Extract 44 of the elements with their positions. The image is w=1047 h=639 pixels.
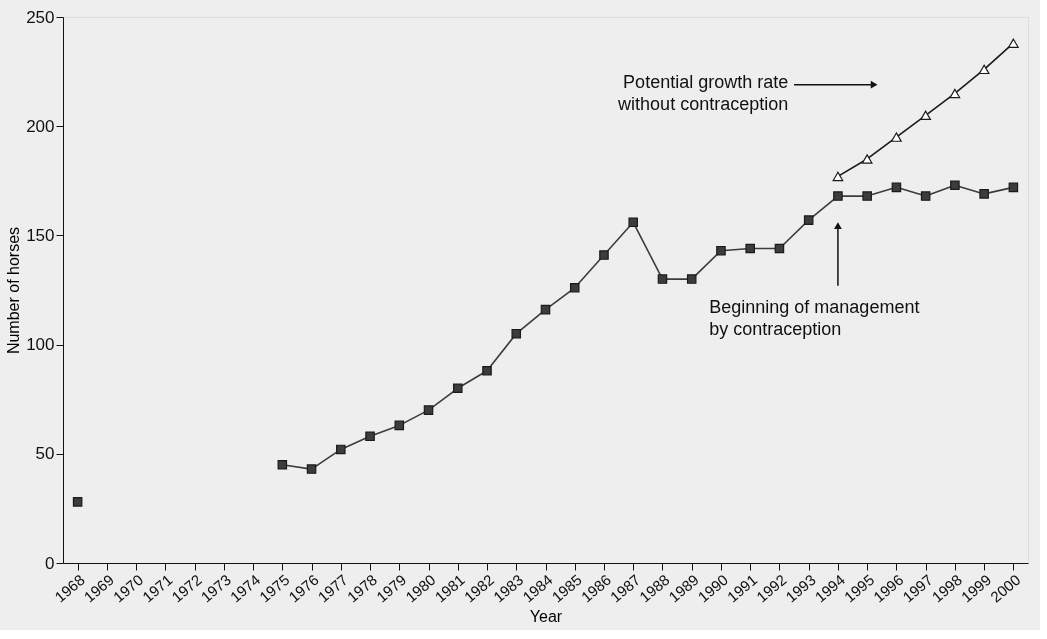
point xyxy=(803,215,814,225)
point xyxy=(306,464,317,474)
y-tick-label: 50 xyxy=(35,444,55,464)
point xyxy=(1008,38,1019,48)
point xyxy=(394,420,405,431)
point xyxy=(686,274,697,284)
y-tick-label: 100 xyxy=(26,335,55,355)
point xyxy=(832,171,844,182)
point xyxy=(599,250,609,260)
y-tick-label: 200 xyxy=(26,116,55,136)
x-axis-title: Year xyxy=(529,608,563,626)
point xyxy=(861,154,873,164)
point xyxy=(891,182,902,193)
annotation: Potential growth rate without contraception xyxy=(617,71,789,114)
point xyxy=(949,88,961,99)
point xyxy=(774,243,785,254)
point xyxy=(833,191,843,201)
point xyxy=(423,405,434,415)
y-axis-title: Number of horses xyxy=(5,226,23,355)
point xyxy=(979,189,989,199)
point xyxy=(950,180,960,190)
point xyxy=(452,383,463,394)
y-tick-label: 150 xyxy=(26,225,55,245)
point xyxy=(716,245,726,256)
point xyxy=(540,304,551,315)
point xyxy=(336,444,346,455)
point xyxy=(920,191,931,201)
point xyxy=(72,497,83,507)
point xyxy=(920,110,931,120)
point xyxy=(745,243,755,254)
point xyxy=(657,274,668,284)
point xyxy=(628,217,639,228)
point xyxy=(277,459,288,470)
annotation: Beginning of management by contraception xyxy=(709,296,920,339)
y-tick-label: 0 xyxy=(45,553,55,573)
y-tick-label: 250 xyxy=(26,7,55,27)
point xyxy=(365,431,375,442)
point xyxy=(1008,182,1019,193)
point xyxy=(978,64,990,75)
point xyxy=(862,191,872,201)
point xyxy=(569,283,580,293)
point xyxy=(482,366,492,376)
point xyxy=(511,328,522,339)
point xyxy=(891,132,902,142)
